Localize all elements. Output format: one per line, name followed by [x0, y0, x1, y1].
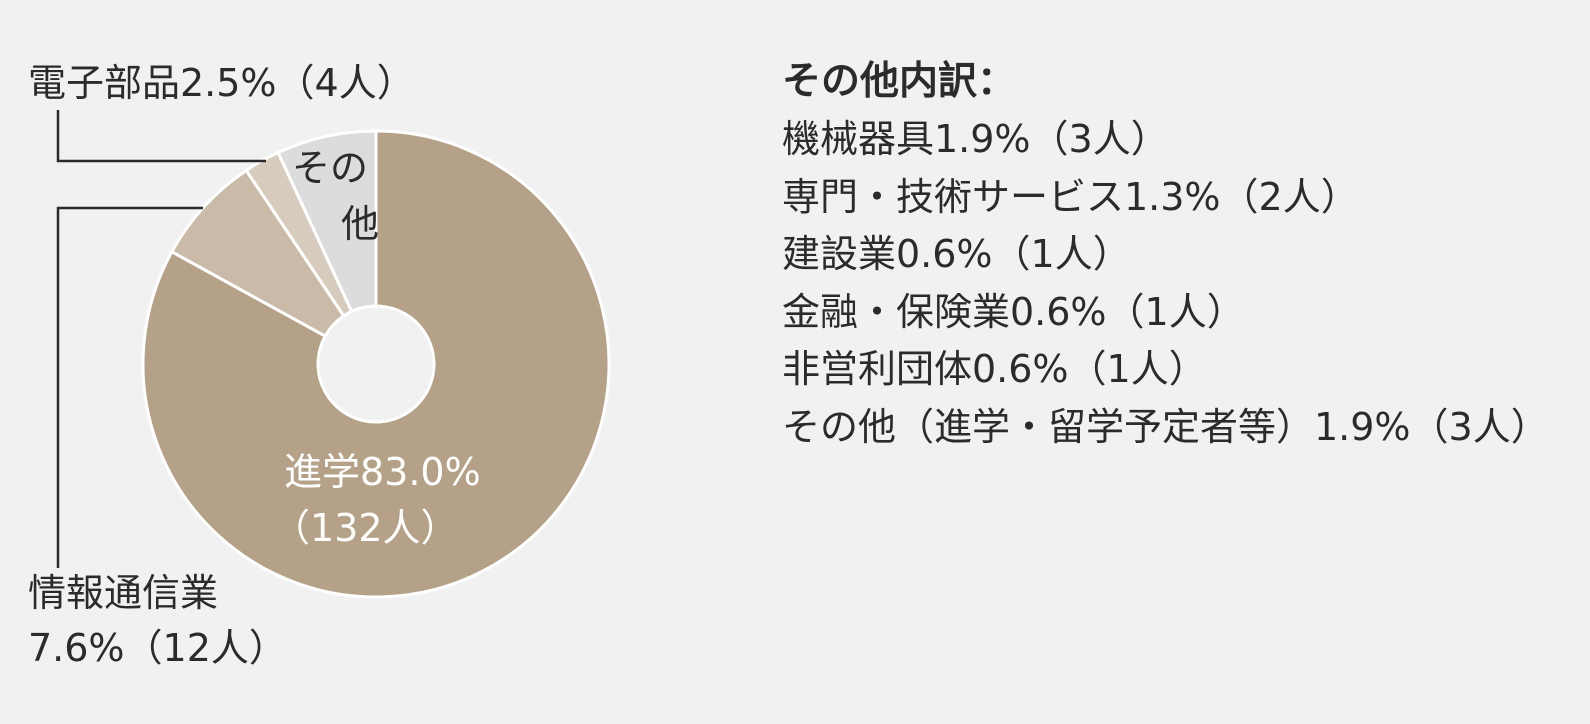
slice-label-joho-line1: 情報通信業: [28, 571, 219, 615]
slice-label-sonota-line2: 他: [340, 202, 379, 246]
leader-line-denshi: [56, 110, 266, 163]
breakdown-item: 金融・保険業0.6%（1人）: [782, 289, 1245, 334]
breakdown-item: 建設業0.6%（1人）: [782, 232, 1131, 276]
breakdown-item: 専門・技術サービス1.3%（2人）: [782, 174, 1359, 219]
breakdown-title: その他内訳：: [782, 59, 1017, 104]
other-breakdown-panel: その他内訳： 機械器具1.9%（3人） 専門・技術サービス1.3%（2人） 建設…: [782, 53, 1582, 456]
slice-label-joho-line2: 7.6%（12人）: [28, 626, 287, 670]
slice-label-shingaku-line2: （132人）: [272, 506, 459, 550]
slices-layer: [141, 129, 611, 599]
slice-label-sonota-line1: その: [291, 146, 368, 190]
breakdown-list: 機械器具1.9%（3人） 専門・技術サービス1.3%（2人） 建設業0.6%（1…: [782, 111, 1582, 456]
slice-sonota: [276, 129, 378, 314]
breakdown-item: 非営利団体0.6%（1人）: [782, 347, 1207, 391]
breakdown-item: その他（進学・留学予定者等）1.9%（3人）: [782, 404, 1549, 449]
slice-label-denshi: 電子部品2.5%（4人）: [28, 61, 415, 105]
breakdown-item: 機械器具1.9%（3人）: [782, 117, 1169, 161]
slice-shingaku: [141, 129, 611, 599]
leader-line-joho: [56, 206, 203, 568]
leader-lines: [56, 110, 266, 568]
slice-label-shingaku-line1: 進学83.0%: [284, 450, 481, 494]
